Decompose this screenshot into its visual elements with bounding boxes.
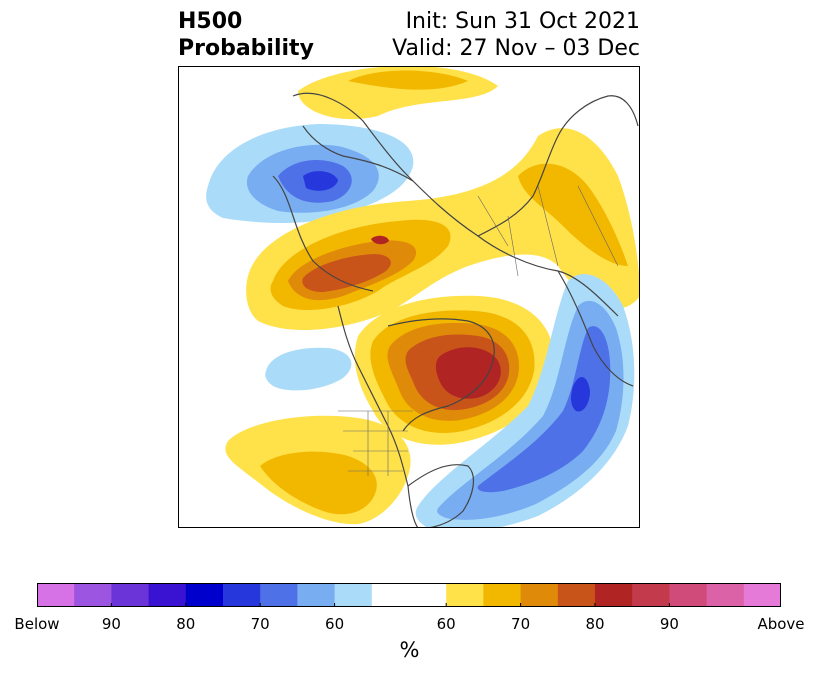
anomaly-arctic-high [298,66,498,120]
colorbar-border [37,583,781,607]
colorbar [37,583,781,607]
coastlines [272,92,639,528]
colorbar-swatch [743,583,781,607]
colorbar-swatch [520,583,559,607]
colorbar-swatch [185,583,224,607]
colorbar-tick-label: 70 [250,615,270,633]
colorbar-swatch [148,583,187,607]
colorbar-tick-label: 70 [511,615,531,633]
colorbar-tick-label: 90 [101,615,121,633]
colorbar-swatch [483,583,522,607]
colorbar-svg [37,583,781,607]
colorbar-swatch [74,583,112,607]
colorbar-tick-label: 60 [436,615,456,633]
title-left: H500 Probability [178,8,314,62]
colorbar-swatch [706,583,745,607]
title-variable: H500 [178,9,243,34]
title-product: Probability [178,36,314,61]
borders [338,185,619,476]
title-right: Init: Sun 31 Oct 2021 Valid: 27 Nov – 03… [392,8,640,62]
anomaly-pacific-low [265,347,352,391]
colorbar-swatch [37,583,75,607]
colorbar-swatch [632,583,670,607]
colorbar-swatch [595,583,633,607]
colorbar-swatch [446,583,484,607]
anomaly-europe-low [206,124,414,223]
colorbar-swatch [334,583,373,607]
colorbar-unit: % [399,638,420,662]
colorbar-tick-label: 90 [659,615,679,633]
colorbar-swatch [669,583,708,607]
probability-map [178,66,640,528]
anomaly-canada-high [354,295,554,445]
colorbar-swatch [409,583,447,607]
title-valid: Valid: 27 Nov – 03 Dec [392,36,640,61]
colorbar-tick-label: 60 [325,615,345,633]
colorbar-tick-label: 80 [585,615,605,633]
anomaly-southwest-high [225,415,411,525]
anomaly-atlantic-low [415,274,635,528]
colorbar-swatch [111,583,150,607]
colorbar-swatch [371,583,410,607]
colorbar-swatch [223,583,261,607]
colorbar-labels: Below 90 80 70 60 60 70 80 90 Above [0,615,819,635]
map-canvas [178,66,640,528]
colorbar-swatch [260,583,298,607]
colorbar-tick-label: 80 [176,615,196,633]
colorbar-swatch [557,583,596,607]
colorbar-tick-label: Below [14,615,60,633]
anomaly-siberia-high [246,128,640,331]
colorbar-swatch [297,583,336,607]
map-border [178,66,640,528]
title-init: Init: Sun 31 Oct 2021 [405,9,640,34]
colorbar-tick-label: Above [757,615,805,633]
